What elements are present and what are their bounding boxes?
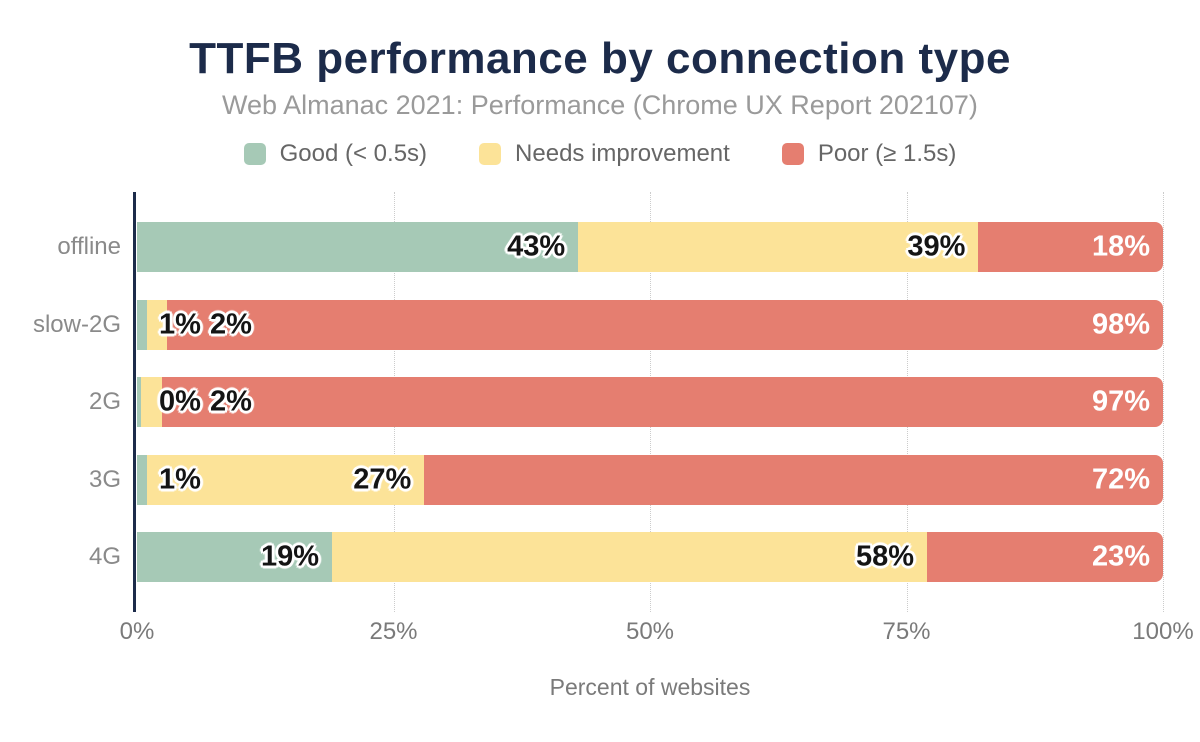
gridline [1163,192,1164,612]
bar-value-label: 72% [1092,463,1151,495]
bar-segment-offline-series-0 [137,222,579,272]
bar-value-label: 23% [1092,540,1151,573]
bar-value-label: 58% [856,540,915,573]
bar-row-4g: 19% 58% 23% [137,532,1163,582]
category-label-slow-2g: slow-2G [32,310,121,338]
x-tick-label-50: 50% [625,618,675,645]
category-label-3g: 3G [88,465,121,493]
x-tick-label-25: 25% [369,618,418,645]
bar-value-label: 39% [907,230,966,263]
bar-segment-4g-series-1 [331,532,928,582]
x-tick-label-100: 100% [1132,618,1194,645]
x-axis-title: Percent of websites [549,674,751,700]
chart-legend: Good (< 0.5s) Needs improvement Poor (≥ 1.… [0,140,1200,168]
bar-value-label: 0% [159,385,201,418]
bar-row-offline: 43% 39% 18% [137,222,1163,272]
bar-value-label: 2% [210,385,252,418]
x-tick-label-0: 0% [119,618,155,645]
bar-segment-2g-series-0 [137,377,141,427]
bar-value-label: 1% [159,463,201,495]
bar-value-label: 18% [1092,230,1151,263]
bar-segment-3g-series-2 [424,454,1163,505]
bar-value-label: 97% [1092,385,1151,418]
bar-value-label: 98% [1092,308,1151,340]
x-tick-label-75: 75% [882,618,931,645]
bar-segment-slow-2g-series-1 [147,299,168,350]
bar-row-3g: 1% 27% 72% [137,454,1163,505]
legend-swatch-icon [479,143,502,165]
bar-value-label: 19% [260,540,319,573]
bar-value-label: 1% [159,308,201,340]
category-label-4g: 4G [88,543,121,570]
legend-label: Poor (≥ 1.5s) [817,140,957,167]
category-label-offline: offline [57,233,121,260]
chart-subtitle: Web Almanac 2021: Performance (Chrome UX… [222,90,978,120]
legend-item-poor[interactable]: Poor (≥ 1.5s) [781,140,957,168]
bar-row-slow-2g: 1% 2% 98% [137,299,1163,350]
legend-swatch-icon [243,143,266,165]
bar-value-label: 43% [507,230,566,263]
bar-segment-3g-series-1 [147,454,425,505]
bar-segment-2g-series-2 [161,377,1163,427]
category-label-2g: 2G [88,388,121,415]
bar-row-2g: 0% 2% 97% [137,377,1163,427]
bar-segment-3g-series-0 [137,454,148,505]
bar-value-label: 2% [210,308,252,340]
bar-segment-4g-series-2 [927,532,1163,582]
bar-segment-slow-2g-series-2 [167,299,1163,350]
legend-item-good[interactable]: Good (< 0.5s) [243,140,428,168]
legend-swatch-icon [781,143,804,165]
y-axis-line [133,192,136,612]
legend-item-needs-improvement[interactable]: Needs improvement [479,140,730,168]
chart-title: TTFB performance by connection type [189,34,1011,83]
bar-segment-offline-series-1 [578,222,979,272]
bar-segment-offline-series-2 [978,222,1163,272]
bar-segment-slow-2g-series-0 [137,299,148,350]
legend-label: Needs improvement [515,140,730,167]
bar-segment-2g-series-1 [141,377,162,427]
bar-segment-4g-series-0 [137,532,332,582]
legend-label: Good (< 0.5s) [279,140,428,167]
bar-value-label: 27% [353,463,412,495]
